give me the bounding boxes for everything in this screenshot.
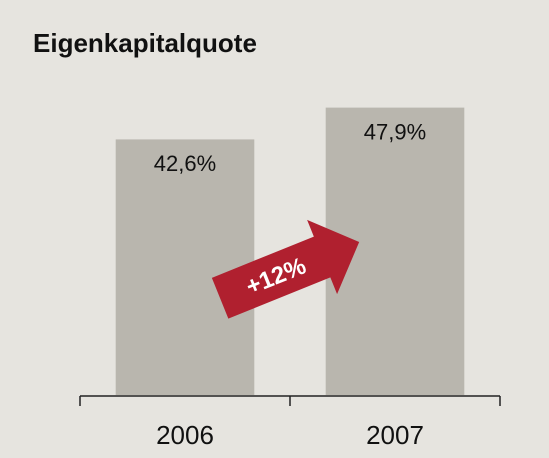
arrow-shape xyxy=(211,219,360,319)
plot xyxy=(115,107,465,395)
x-tick-label: 2007 xyxy=(366,420,424,450)
chart-title: Eigenkapitalquote xyxy=(33,28,257,58)
data-label: 42,6% xyxy=(154,151,216,176)
data-label: 47,9% xyxy=(364,119,426,144)
x-tick-label: 2006 xyxy=(156,420,214,450)
bar xyxy=(115,139,255,395)
